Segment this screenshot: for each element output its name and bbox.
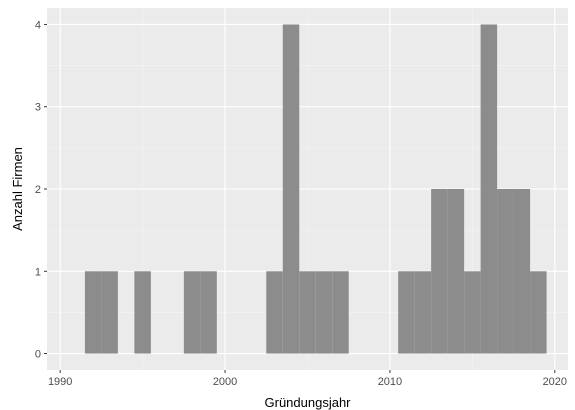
y-tick-label: 3 (35, 102, 41, 114)
histogram-bar (513, 189, 531, 354)
major-gridlines (47, 8, 568, 370)
histogram-bar (431, 189, 448, 354)
x-tick-label: 2000 (213, 376, 237, 388)
y-tick-label: 4 (35, 19, 41, 31)
histogram-bar (134, 271, 151, 354)
histogram-bar (101, 271, 118, 354)
histogram-bar (414, 271, 432, 354)
histogram-bar (398, 271, 415, 354)
x-tick-label: 2010 (378, 376, 402, 388)
x-tick-label: 1990 (48, 376, 72, 388)
x-tick-label: 2020 (543, 376, 567, 388)
histogram-bar (480, 24, 498, 354)
histogram-bar (266, 271, 283, 354)
histogram-bar (315, 271, 333, 354)
histogram-bar (299, 271, 316, 354)
y-tick-label: 1 (35, 266, 41, 278)
x-axis-title: Gründungsjahr (265, 395, 352, 410)
histogram-bar (332, 271, 349, 354)
y-tick-label: 0 (35, 349, 41, 361)
y-tick-label: 2 (35, 184, 41, 196)
histogram-bars (84, 24, 547, 354)
x-axis-ticks: 1990 2000 2010 2020 (48, 370, 567, 388)
histogram-bar (84, 271, 102, 354)
histogram-bar (464, 271, 481, 354)
y-axis-ticks: 0 1 2 3 4 (35, 19, 47, 361)
histogram-bar (282, 24, 300, 354)
histogram-bar (530, 271, 547, 354)
histogram-bar (497, 189, 514, 354)
y-axis-title: Anzahl Firmen (10, 147, 25, 231)
histogram-bar (200, 271, 217, 354)
histogram-bar (183, 271, 201, 354)
histogram-bar (447, 189, 465, 354)
